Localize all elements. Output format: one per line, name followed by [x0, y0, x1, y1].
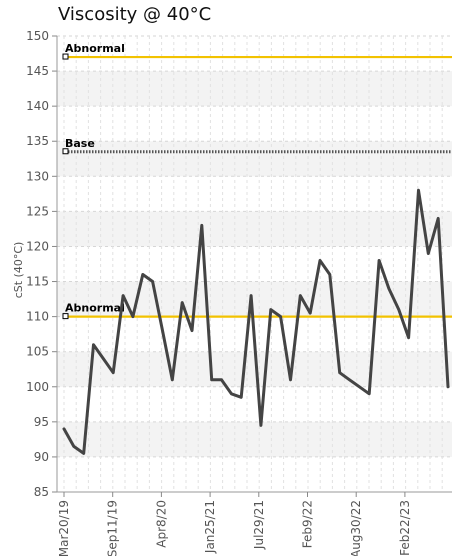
- reference-label: Abnormal: [65, 302, 125, 315]
- data-point: [279, 315, 282, 318]
- grid-band: [57, 421, 452, 457]
- data-point: [407, 336, 410, 339]
- data-point: [397, 308, 400, 311]
- plot-bands: [57, 71, 452, 457]
- y-tick-label: 85: [34, 485, 49, 499]
- x-tick-label: Feb22/23: [398, 500, 412, 556]
- data-point: [436, 217, 440, 220]
- data-point: [180, 301, 184, 304]
- y-tick-label: 150: [26, 29, 49, 43]
- chart-title: Viscosity @ 40°C: [58, 4, 212, 25]
- y-tick-label: 90: [34, 450, 49, 464]
- data-point: [200, 224, 204, 227]
- y-tick-label: 125: [26, 204, 49, 218]
- data-point: [92, 343, 95, 346]
- data-point: [299, 294, 302, 297]
- x-tick-label: Jan25/21: [203, 500, 217, 554]
- y-tick-label: 105: [26, 345, 49, 359]
- series-line: [62, 188, 450, 455]
- y-axis-label: cSt (40°C): [12, 242, 25, 299]
- y-tick-label: 95: [34, 415, 49, 429]
- x-tick-label: Sep11/19: [106, 500, 120, 556]
- data-point: [151, 280, 154, 283]
- data-point: [171, 378, 174, 381]
- data-point: [141, 273, 144, 276]
- x-tick-label: Jul29/21: [252, 500, 266, 550]
- data-point: [220, 378, 223, 381]
- data-point: [240, 396, 243, 399]
- grid-band: [57, 141, 452, 177]
- data-point: [308, 311, 312, 315]
- reference-label: Base: [65, 137, 95, 150]
- data-point: [249, 294, 253, 297]
- data-point: [328, 273, 332, 276]
- y-tick-label: 145: [26, 64, 49, 78]
- reference-marker: [62, 313, 69, 320]
- data-point: [190, 329, 194, 332]
- grid-band: [57, 211, 452, 247]
- data-point: [121, 294, 125, 297]
- data-point: [161, 329, 164, 332]
- y-tick-label: 120: [26, 239, 49, 253]
- data-point: [377, 259, 381, 262]
- reference-lines: Abnormal Base Abnormal: [62, 42, 452, 320]
- data-point: [417, 189, 420, 192]
- data-point: [427, 252, 430, 255]
- y-tick-label: 135: [26, 134, 49, 148]
- data-point: [289, 378, 292, 381]
- data-point: [368, 392, 371, 395]
- reference-marker: [62, 148, 69, 155]
- data-point: [230, 392, 233, 395]
- data-point: [387, 287, 391, 290]
- data-point: [82, 452, 85, 455]
- reference-marker: [62, 53, 69, 60]
- data-point: [259, 424, 263, 427]
- y-tick-label: 140: [26, 99, 49, 113]
- data-point: [318, 259, 322, 262]
- data-point: [131, 315, 135, 318]
- data-point: [338, 371, 341, 374]
- x-tick-label: Mar20/19: [57, 500, 71, 556]
- data-point: [112, 371, 115, 374]
- data-point: [210, 378, 213, 381]
- y-tick-label: 100: [26, 380, 49, 394]
- data-point: [62, 427, 66, 431]
- x-tick-label: Feb9/22: [301, 500, 315, 548]
- grid-band: [57, 71, 452, 107]
- plot-axes: 85 90 95 100 105 110 115 120 125 130 135 140 145 150 M…: [26, 29, 452, 556]
- data-point: [446, 385, 450, 388]
- data-point: [269, 308, 272, 311]
- y-tick-label: 110: [26, 310, 49, 324]
- series-group: [62, 188, 450, 455]
- x-tick-label: Aug30/22: [349, 500, 363, 556]
- y-tick-label: 115: [26, 275, 49, 289]
- y-tick-label: 130: [26, 169, 49, 183]
- reference-label: Abnormal: [65, 42, 125, 55]
- data-point: [102, 357, 105, 360]
- data-point: [348, 378, 351, 381]
- data-point: [72, 445, 76, 448]
- x-tick-label: Apr8/20: [154, 500, 168, 548]
- data-point: [358, 385, 361, 388]
